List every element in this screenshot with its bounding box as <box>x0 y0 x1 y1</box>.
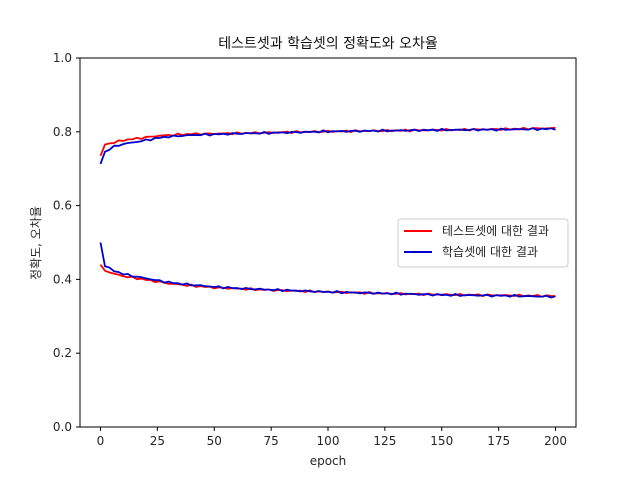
y-axis: 0.0 0.2 0.4 0.6 0.8 1.0 <box>53 51 80 434</box>
x-axis: 0 25 50 75 100 125 150 175 200 <box>97 427 567 448</box>
x-tick-label: 75 <box>263 434 278 448</box>
x-tick-label: 25 <box>150 434 165 448</box>
y-tick-label: 0.4 <box>53 272 72 286</box>
y-tick-label: 0.0 <box>53 420 72 434</box>
plot-lines <box>99 126 556 299</box>
x-tick-label: 125 <box>373 434 396 448</box>
chart-title: 테스트셋과 학습셋의 정확도와 오차율 <box>218 36 438 52</box>
legend: 테스트셋에 대한 결과 학습셋에 대한 결과 <box>397 218 569 268</box>
y-tick-label: 0.6 <box>53 199 72 213</box>
x-axis-label: epoch <box>310 454 347 468</box>
series-line-3 <box>99 242 556 299</box>
x-tick-label: 100 <box>317 434 340 448</box>
series-line-2 <box>99 127 556 165</box>
y-tick-label: 1.0 <box>53 51 72 65</box>
x-tick-label: 175 <box>487 434 510 448</box>
x-tick-label: 50 <box>207 434 222 448</box>
y-tick-label: 0.2 <box>53 346 72 360</box>
x-tick-label: 200 <box>544 434 567 448</box>
legend-box <box>397 218 569 268</box>
legend-label-train: 학습셋에 대한 결과 <box>442 245 538 259</box>
x-tick-label: 150 <box>430 434 453 448</box>
y-tick-label: 0.8 <box>53 125 72 139</box>
legend-label-test: 테스트셋에 대한 결과 <box>442 224 549 238</box>
x-tick-label: 0 <box>97 434 105 448</box>
y-axis-label: 정확도, 오차율 <box>29 206 43 280</box>
